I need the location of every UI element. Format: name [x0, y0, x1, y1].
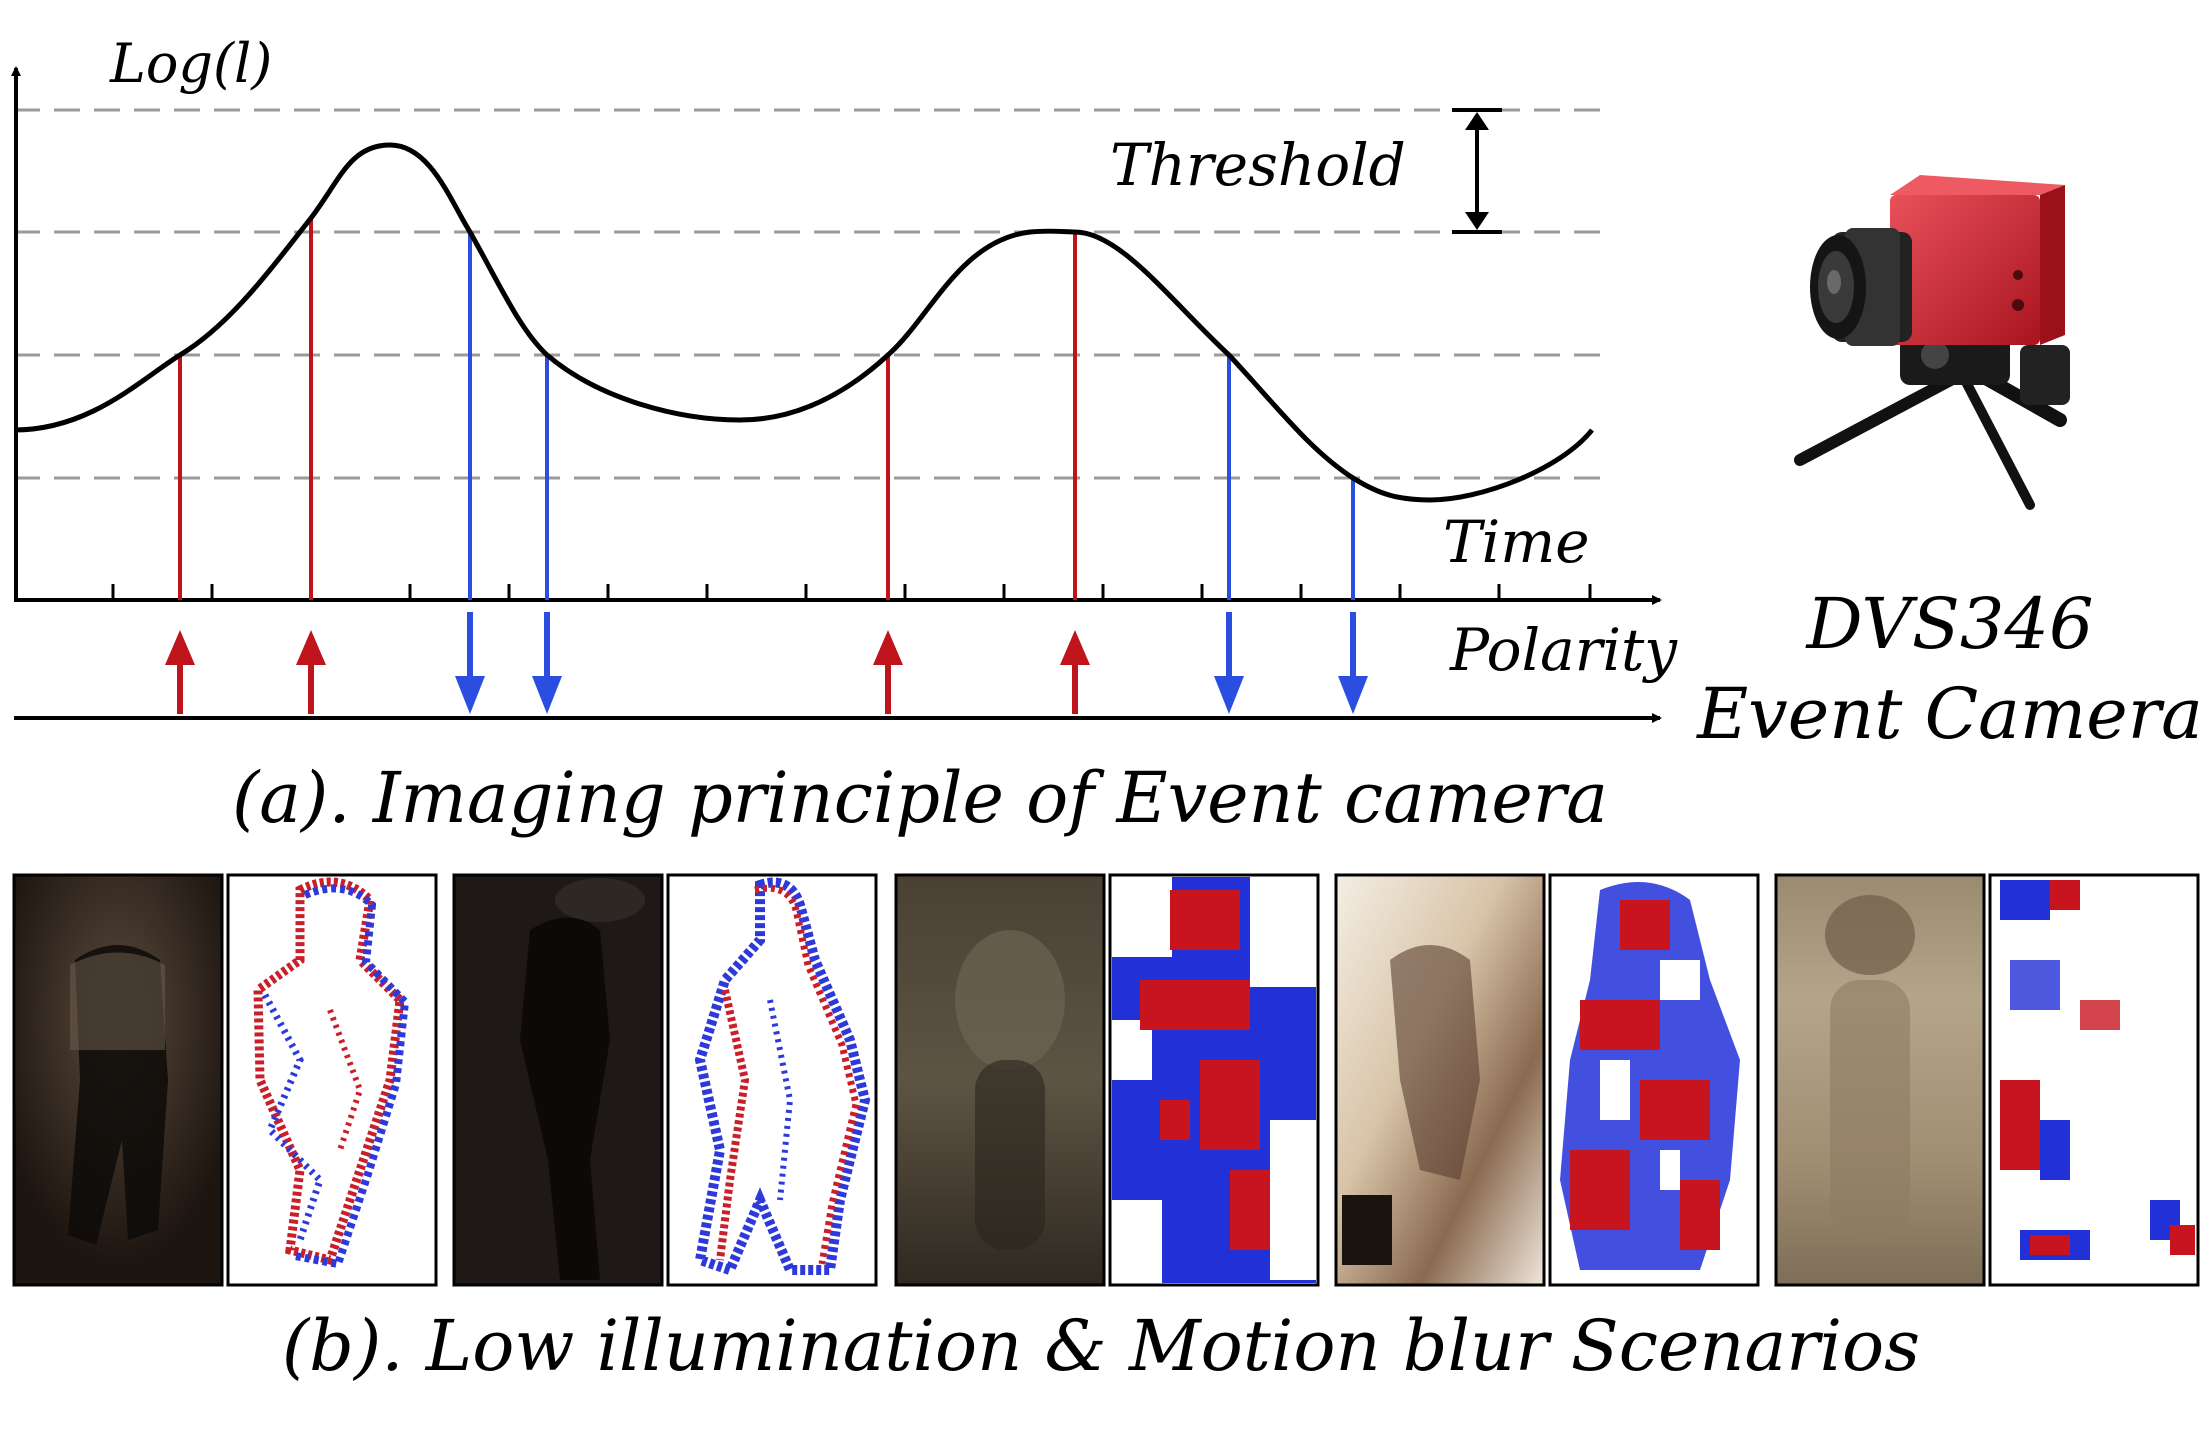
camera-lens [1810, 228, 1912, 346]
polarity-arrow-down [455, 612, 485, 714]
polarity-label: Polarity [1449, 616, 1678, 684]
log-intensity-curve [13, 142, 1594, 503]
event-frame [226, 873, 438, 1287]
camera-type-label: Event Camera [1695, 673, 2203, 755]
scenario-pair-1 [12, 873, 438, 1287]
threshold-label: Threshold [1110, 131, 1406, 199]
polarity-arrow-up [873, 630, 903, 714]
camera-body [1890, 195, 2040, 345]
threshold-indicator [1452, 108, 1502, 234]
scenario-pair-2 [452, 873, 878, 1287]
polarity-arrow-up [165, 630, 195, 714]
polarity-arrow-up [296, 630, 326, 714]
panel-b-caption: (b). Low illumination & Motion blur Scen… [282, 1305, 1920, 1387]
polarity-arrow-down [1214, 612, 1244, 714]
panel-b-scenarios: (b). Low illumination & Motion blur Scen… [12, 873, 2200, 1387]
polarity-arrow-up [1060, 630, 1090, 714]
event-lines [178, 218, 1355, 600]
polarity-arrows [165, 612, 1368, 714]
polarity-arrow-down [1338, 612, 1368, 714]
tripod-illustration [1794, 325, 2070, 510]
time-label: Time [1443, 508, 1590, 576]
panel-a-caption: (a). Imaging principle of Event camera [232, 757, 1608, 839]
camera-model-label: DVS346 [1804, 583, 2093, 665]
scenario-pair-4 [1334, 873, 1760, 1287]
time-ticks [111, 584, 1592, 600]
y-axis-label: Log(l) [109, 32, 272, 95]
polarity-arrow-down [532, 612, 562, 714]
threshold-levels [14, 108, 1600, 480]
panel-a-plot: Log(l) Threshold Time Polarity [11, 32, 1678, 839]
scenario-pair-5 [1774, 873, 2200, 1287]
scenario-pair-3 [894, 873, 1320, 1287]
dvs346-camera-photo: DVS346 Event Camera [1695, 175, 2203, 755]
